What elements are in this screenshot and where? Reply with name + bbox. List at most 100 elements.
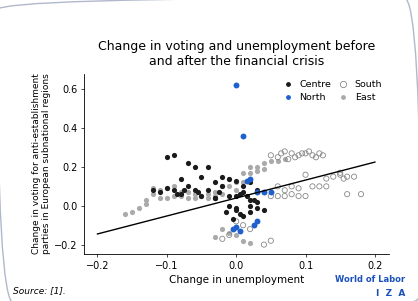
Point — [198, 194, 205, 198]
Point — [191, 192, 198, 197]
Point — [233, 188, 240, 193]
Point — [177, 192, 184, 197]
Point — [278, 151, 285, 156]
Point — [247, 165, 253, 169]
Point — [184, 184, 191, 189]
Point — [163, 196, 170, 200]
Point — [260, 166, 267, 171]
Point — [309, 184, 316, 189]
Point — [254, 205, 260, 210]
Point — [275, 155, 281, 160]
Point — [163, 155, 170, 160]
Point — [205, 165, 212, 169]
Point — [156, 196, 163, 200]
Point — [268, 159, 274, 163]
Point — [247, 180, 253, 185]
Point — [219, 174, 226, 179]
Point — [268, 194, 274, 198]
Point — [275, 159, 281, 163]
Point — [233, 83, 240, 88]
Point — [268, 153, 274, 158]
Point — [247, 176, 253, 181]
Point — [260, 242, 267, 247]
Point — [226, 231, 232, 235]
Text: Source: [1].: Source: [1]. — [13, 286, 65, 295]
Point — [247, 209, 253, 214]
Point — [219, 236, 226, 241]
Point — [163, 186, 170, 191]
Point — [143, 201, 149, 206]
Point — [236, 192, 243, 197]
X-axis label: Change in unemployment: Change in unemployment — [168, 275, 304, 285]
Point — [171, 194, 177, 198]
Point — [250, 197, 257, 202]
Point — [233, 178, 240, 183]
Point — [240, 190, 247, 195]
Point — [240, 184, 247, 189]
Point — [198, 194, 205, 198]
Point — [295, 153, 302, 158]
Y-axis label: Change in voting for anti-establishment
parties in European subnational regions: Change in voting for anti-establishment … — [32, 74, 51, 254]
Point — [184, 190, 191, 195]
Point — [216, 190, 222, 195]
Point — [275, 194, 281, 198]
Point — [184, 161, 191, 166]
Point — [150, 192, 156, 197]
Point — [240, 223, 247, 228]
Legend: Centre, North, South, East: Centre, North, South, East — [276, 79, 384, 104]
Point — [198, 194, 205, 198]
Point — [171, 184, 177, 189]
Point — [191, 196, 198, 200]
Point — [219, 184, 226, 189]
Point — [240, 170, 247, 175]
Point — [219, 184, 226, 189]
Point — [156, 188, 163, 193]
Point — [254, 200, 260, 204]
Point — [260, 190, 267, 195]
Point — [254, 190, 260, 195]
Point — [212, 180, 219, 185]
Point — [233, 205, 240, 210]
Point — [247, 240, 253, 245]
Point — [205, 196, 212, 200]
Point — [323, 176, 330, 181]
Point — [212, 190, 219, 195]
Point — [285, 157, 291, 162]
Point — [281, 188, 288, 193]
Point — [309, 153, 316, 158]
Point — [219, 192, 226, 197]
Point — [323, 184, 330, 189]
Point — [240, 180, 247, 185]
Point — [174, 192, 181, 197]
Point — [288, 192, 295, 197]
Point — [268, 190, 274, 195]
Point — [337, 170, 344, 175]
Point — [181, 188, 188, 193]
Point — [313, 155, 319, 160]
Point — [136, 205, 143, 210]
Point — [247, 203, 253, 208]
Point — [191, 188, 198, 193]
Point — [229, 227, 236, 231]
Point — [150, 186, 156, 191]
Point — [205, 192, 212, 197]
Point — [163, 186, 170, 191]
Point — [254, 188, 260, 193]
Point — [226, 176, 232, 181]
Point — [260, 190, 267, 195]
Text: World of Labor: World of Labor — [335, 275, 405, 284]
Point — [351, 174, 357, 179]
Point — [198, 174, 205, 179]
Point — [319, 153, 326, 158]
Point — [212, 234, 219, 239]
Point — [150, 188, 156, 193]
Point — [281, 157, 288, 162]
Point — [233, 219, 240, 224]
Point — [171, 153, 177, 158]
Point — [171, 188, 177, 193]
Point — [177, 190, 184, 195]
Point — [340, 176, 347, 181]
Point — [226, 176, 232, 181]
Point — [275, 184, 281, 189]
Point — [302, 172, 309, 177]
